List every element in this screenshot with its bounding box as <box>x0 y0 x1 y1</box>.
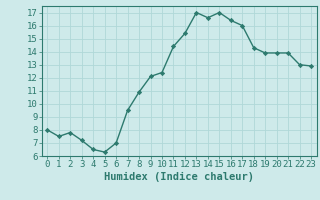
X-axis label: Humidex (Indice chaleur): Humidex (Indice chaleur) <box>104 172 254 182</box>
